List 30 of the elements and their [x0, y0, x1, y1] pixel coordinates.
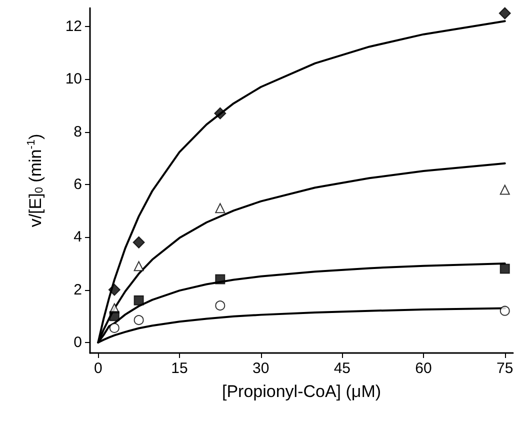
point	[108, 284, 120, 296]
point	[134, 261, 144, 272]
y-tick-label: 6	[74, 176, 82, 193]
y-axis-title: v/[E]0 (min-1)	[26, 134, 46, 228]
y-tick-label: 10	[65, 70, 82, 88]
point	[215, 203, 226, 214]
x-tick-label: 15	[171, 360, 188, 377]
x-tick-label: 45	[334, 360, 351, 377]
point	[134, 315, 144, 326]
y-tick-label: 8	[74, 123, 82, 140]
point	[134, 295, 144, 306]
point	[500, 264, 510, 274]
point	[500, 184, 510, 195]
x-tick-label: 0	[94, 360, 102, 377]
point	[215, 300, 226, 311]
y-tick-label: 2	[74, 281, 82, 298]
x-tick-label: 30	[252, 360, 270, 377]
y-tick-label: 0	[74, 334, 82, 351]
x-axis-title: [Propionyl-CoA] (μM)	[222, 382, 382, 401]
point	[109, 311, 120, 322]
point	[498, 7, 511, 20]
y-tick-label: 12	[65, 18, 82, 35]
point	[132, 236, 145, 248]
point	[214, 107, 226, 120]
point	[500, 306, 510, 316]
x-tick-label: 60	[415, 360, 432, 377]
x-tick-label: 75	[496, 360, 514, 377]
point	[109, 322, 120, 333]
point	[215, 274, 226, 284]
y-tick-label: 4	[74, 228, 82, 246]
